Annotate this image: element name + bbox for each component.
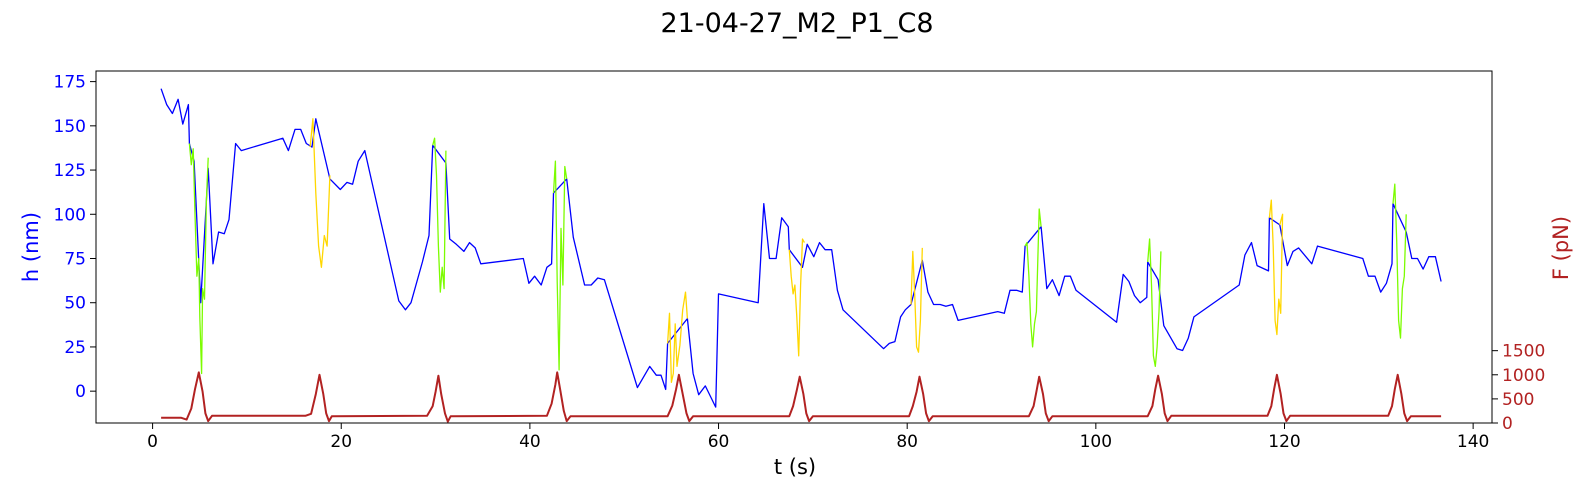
y-axis-left: 0 25 50 75 100 125 150 175 xyxy=(54,73,96,402)
series-h-green-1 xyxy=(188,143,209,375)
series-h-gold-10 xyxy=(1268,199,1284,336)
y-axis-right-label: F (pN) xyxy=(1549,216,1573,280)
x-tick-label: 40 xyxy=(519,432,541,452)
series-h-green-9 xyxy=(1147,238,1162,368)
series-h-gold-6 xyxy=(788,238,805,357)
x-tick-label: 20 xyxy=(330,432,352,452)
series-h-gold-5 xyxy=(666,291,689,383)
y-right-tick-label: 1500 xyxy=(1502,342,1545,362)
y-axis-left-label: h (nm) xyxy=(19,212,43,282)
series-h-green-11 xyxy=(1392,183,1407,339)
y-left-tick-label: 50 xyxy=(64,294,86,314)
series-h-gold-2 xyxy=(309,118,331,268)
y-left-tick-label: 175 xyxy=(54,73,86,93)
y-left-tick-label: 75 xyxy=(64,249,86,269)
series-h-gold-7 xyxy=(910,247,923,353)
x-tick-label: 120 xyxy=(1268,432,1300,452)
y-left-tick-label: 25 xyxy=(64,338,86,358)
chart-title: 21-04-27_M2_P1_C8 xyxy=(660,8,933,39)
series-force xyxy=(161,371,1442,423)
series-h-baseline-0 xyxy=(160,88,1442,408)
x-axis-label: t (s) xyxy=(774,455,816,479)
series-h-green-3 xyxy=(432,137,447,293)
y-axis-right: 0 500 1000 1500 xyxy=(1492,342,1545,434)
y-left-tick-label: 0 xyxy=(75,382,86,402)
y-left-tick-label: 125 xyxy=(54,161,86,181)
x-tick-label: 100 xyxy=(1080,432,1112,452)
x-tick-label: 0 xyxy=(147,432,158,452)
x-axis: 0 20 40 60 80 100 120 140 xyxy=(147,423,1489,452)
y-left-tick-label: 100 xyxy=(54,205,86,225)
x-tick-label: 60 xyxy=(708,432,730,452)
y-right-tick-label: 0 xyxy=(1502,414,1513,434)
y-right-tick-label: 500 xyxy=(1502,390,1534,410)
x-tick-label: 80 xyxy=(896,432,918,452)
y-right-tick-label: 1000 xyxy=(1502,366,1545,386)
series-h-green-4 xyxy=(552,160,568,371)
y-left-tick-label: 150 xyxy=(54,117,86,137)
series-layer xyxy=(160,88,1442,423)
series-h-green-8 xyxy=(1024,208,1042,348)
x-tick-label: 140 xyxy=(1457,432,1489,452)
plot-area xyxy=(95,70,1493,424)
